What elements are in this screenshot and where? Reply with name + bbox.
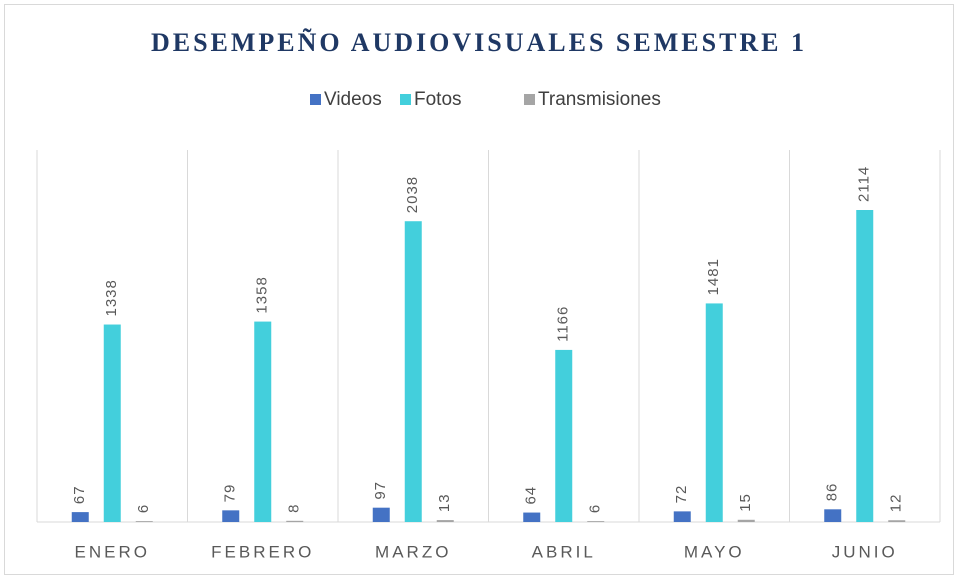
data-label: 67 [71, 485, 88, 504]
bar [372, 507, 390, 522]
x-tick-label: JUNIO [832, 542, 898, 561]
bar [286, 520, 304, 522]
bar [673, 511, 691, 522]
legend-swatch [524, 94, 535, 105]
bar [856, 210, 874, 522]
bar [254, 321, 272, 522]
bar [404, 221, 422, 522]
bar [737, 519, 755, 522]
chart-frame [4, 4, 954, 575]
x-tick-label: FEBRERO [211, 542, 314, 561]
data-label: 8 [286, 503, 303, 512]
bar [103, 324, 121, 522]
data-label: 86 [824, 483, 841, 502]
bar [523, 512, 541, 522]
data-label: 13 [436, 493, 453, 512]
data-label: 1338 [103, 279, 120, 316]
bar [555, 349, 573, 522]
bar [135, 521, 153, 522]
data-label: 97 [372, 481, 389, 500]
data-label: 64 [523, 486, 540, 505]
legend-label: Fotos [414, 89, 462, 110]
bar [705, 303, 723, 522]
data-label: 1166 [555, 306, 572, 342]
legend-label: Videos [324, 89, 382, 110]
x-tick-label: MAYO [684, 542, 745, 561]
data-label: 12 [888, 494, 905, 513]
bar [888, 520, 906, 522]
x-tick-label: ABRIL [532, 542, 596, 561]
legend-swatch [400, 94, 411, 105]
bar [71, 512, 89, 522]
bar [824, 509, 842, 522]
bar [222, 510, 240, 522]
legend-swatch [310, 94, 321, 105]
data-label: 6 [135, 504, 152, 513]
data-label: 1358 [254, 276, 271, 313]
data-label: 6 [587, 504, 604, 513]
bar [587, 521, 605, 522]
data-label: 2114 [856, 166, 873, 202]
chart-title: DESEMPEÑO AUDIOVISUALES SEMESTRE 1 [151, 28, 807, 57]
x-tick-label: ENERO [75, 542, 150, 561]
bar [436, 520, 454, 522]
legend-label: Transmisiones [538, 89, 661, 110]
data-label: 79 [222, 484, 239, 503]
data-label: 2038 [404, 176, 421, 213]
x-tick-label: MARZO [375, 542, 451, 561]
data-label: 72 [673, 485, 690, 504]
data-label: 15 [737, 493, 754, 512]
data-label: 1481 [705, 258, 722, 295]
